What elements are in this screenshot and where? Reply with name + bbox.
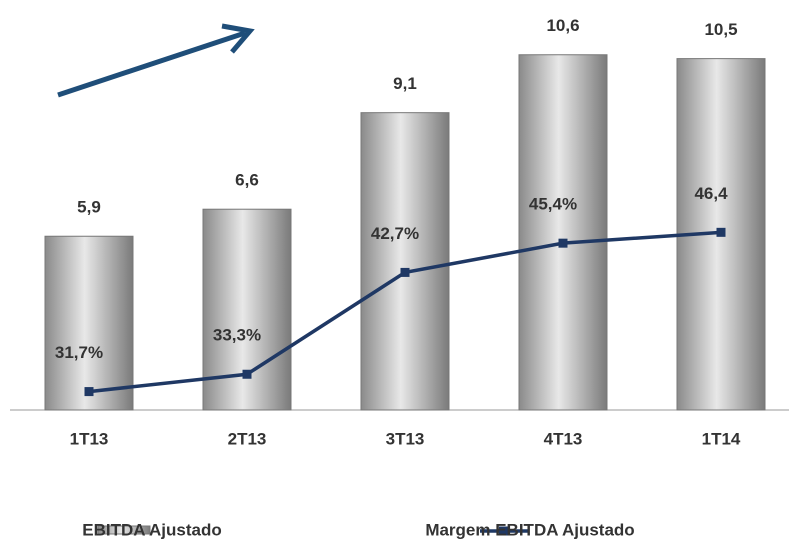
line-marker [558, 238, 568, 248]
line-marker [400, 267, 410, 277]
x-tick-label: 2T13 [228, 429, 267, 448]
bar-label: 5,9 [77, 198, 101, 217]
bar-label: 6,6 [235, 171, 259, 190]
bar-label: 10,5 [704, 20, 737, 39]
legend-label: EBITDA Ajustado [82, 520, 221, 539]
line-label: 42,7% [371, 224, 419, 243]
line-label: 31,7% [55, 343, 103, 362]
legend-label: Margem EBITDA Ajustado [425, 520, 634, 539]
line-label: 33,3% [213, 326, 261, 345]
bar [202, 208, 292, 411]
x-tick-label: 3T13 [386, 429, 425, 448]
trend-arrow [57, 23, 255, 98]
line-marker [716, 227, 726, 237]
x-tick-label: 1T14 [702, 429, 741, 448]
line-marker [242, 369, 252, 379]
bar [44, 235, 134, 411]
line-label: 45,4% [529, 195, 577, 214]
bar [518, 54, 608, 411]
legend-swatch [499, 526, 508, 536]
x-tick-label: 4T13 [544, 429, 583, 448]
legend-swatch [97, 525, 151, 535]
bar-label: 10,6 [546, 16, 579, 35]
x-tick-label: 1T13 [70, 429, 109, 448]
line-label: 46,4 [694, 184, 728, 203]
bar-label: 9,1 [393, 74, 417, 93]
line-marker [84, 387, 94, 397]
bar [360, 112, 450, 411]
